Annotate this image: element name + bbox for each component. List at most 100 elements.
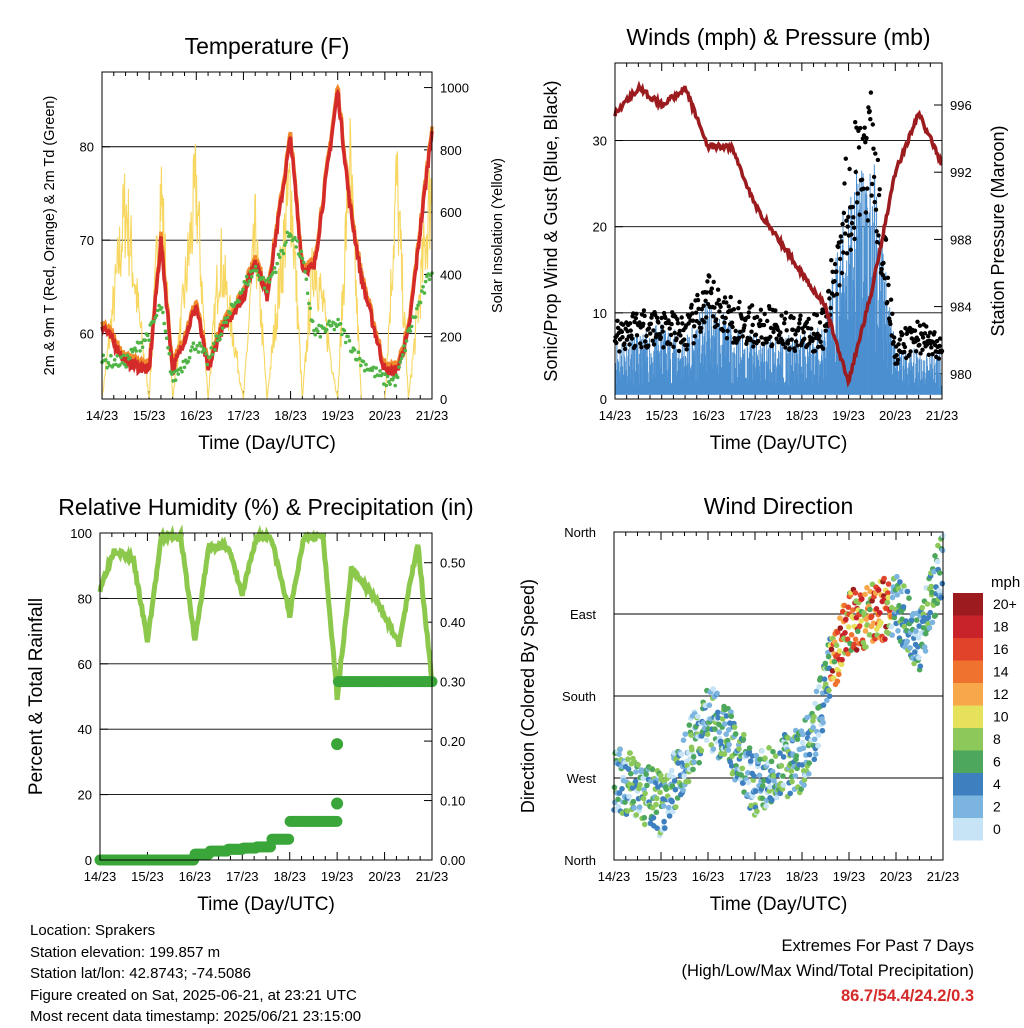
- direction-point: [862, 591, 868, 598]
- gust-point: [849, 232, 854, 237]
- direction-point: [829, 668, 836, 674]
- direction-point: [753, 752, 759, 759]
- gust-point: [854, 200, 860, 205]
- gust-point: [668, 332, 674, 338]
- gust-point: [840, 221, 845, 227]
- direction-point: [928, 583, 935, 590]
- dewpoint-point: [115, 354, 119, 358]
- direction-point: [635, 762, 641, 768]
- direction-point: [690, 754, 697, 760]
- direction-point: [917, 663, 924, 669]
- gust-point: [872, 199, 877, 205]
- y-tick-label: East: [570, 607, 596, 622]
- dewpoint-point: [107, 363, 112, 368]
- direction-point: [852, 636, 859, 643]
- direction-point: [666, 804, 672, 811]
- gust-point: [642, 313, 647, 319]
- y2-tick-label: 600: [440, 205, 462, 220]
- dewpoint-point: [190, 345, 194, 349]
- legend-label: 6: [993, 754, 1001, 770]
- dewpoint-point: [283, 243, 287, 247]
- dewpoint-point: [237, 299, 241, 304]
- direction-point: [813, 751, 819, 757]
- station-info: Location: Sprakers Station elevation: 19…: [30, 920, 361, 1028]
- direction-point: [765, 778, 772, 784]
- dewpoint-point: [272, 266, 277, 270]
- direction-point: [739, 765, 746, 772]
- dewpoint-point: [374, 366, 379, 370]
- gust-point: [810, 338, 815, 343]
- dewpoint-point: [415, 306, 419, 311]
- gust-point: [932, 330, 937, 335]
- direction-point: [836, 648, 843, 654]
- dewpoint-point: [302, 260, 306, 265]
- x-tick-label: 14/23: [86, 408, 119, 423]
- dewpoint-point: [370, 368, 375, 373]
- gust-point: [891, 339, 896, 345]
- x-tick-label: 14/23: [598, 869, 631, 884]
- x-tick-label: 16/23: [692, 408, 725, 423]
- dewpoint-point: [305, 291, 310, 296]
- gust-point: [756, 338, 761, 344]
- direction-point: [741, 731, 747, 738]
- direction-point: [834, 678, 841, 685]
- dewpoint-point: [318, 335, 323, 339]
- direction-point: [680, 737, 687, 743]
- gust-point: [809, 326, 814, 331]
- dewpoint-point: [408, 329, 413, 333]
- direction-point: [686, 722, 693, 728]
- y2-tick-label: 800: [440, 143, 462, 158]
- gust-point: [907, 352, 912, 358]
- direction-point: [806, 751, 813, 758]
- gust-point: [770, 342, 775, 347]
- x-axis-title: Time (Day/UTC): [197, 894, 335, 915]
- direction-point: [690, 766, 696, 773]
- gust-point: [915, 319, 920, 324]
- gust-point: [797, 317, 803, 322]
- gust-point: [768, 334, 773, 340]
- direction-point: [849, 607, 856, 613]
- gust-point: [709, 286, 714, 291]
- direction-point: [906, 595, 912, 601]
- dewpoint-point: [125, 353, 130, 358]
- gust-point: [827, 296, 832, 301]
- x-tick-label: 18/23: [273, 869, 306, 884]
- direction-point: [934, 600, 940, 606]
- legend-label: 4: [993, 776, 1001, 792]
- gust-point: [830, 269, 835, 274]
- gust-point: [749, 303, 755, 308]
- x-tick-label: 14/23: [84, 869, 117, 884]
- gust-point: [843, 231, 848, 236]
- dewpoint-point: [105, 365, 109, 370]
- gust-point: [684, 347, 689, 352]
- direction-point: [766, 745, 772, 751]
- direction-point: [936, 570, 943, 576]
- legend-swatch: [953, 705, 983, 728]
- gust-point: [844, 251, 850, 256]
- gust-point: [828, 305, 833, 311]
- x-tick-label: 17/23: [226, 869, 259, 884]
- gust-point: [841, 210, 847, 216]
- dewpoint-point: [421, 285, 425, 289]
- legend-unit: mph: [991, 574, 1020, 591]
- dewpoint-point: [342, 328, 347, 333]
- extremes-title: Extremes For Past 7 Days: [781, 937, 974, 955]
- legend-label: 2: [993, 799, 1001, 815]
- y2-tick-label: 984: [950, 300, 972, 315]
- direction-point: [678, 751, 685, 757]
- x-tick-label: 15/23: [645, 869, 678, 884]
- gust-point: [869, 193, 874, 198]
- y2-tick-label: 980: [950, 367, 972, 382]
- direction-point: [799, 762, 806, 768]
- gust-point: [867, 109, 872, 114]
- dewpoint-point: [162, 321, 166, 326]
- gust-point: [723, 315, 728, 321]
- direction-point: [844, 636, 851, 642]
- direction-point: [842, 630, 848, 636]
- direction-point: [745, 779, 751, 786]
- direction-point: [907, 645, 913, 651]
- dewpoint-point: [304, 277, 309, 282]
- gust-point: [675, 321, 681, 326]
- direction-point: [763, 803, 769, 809]
- plot-border: [614, 62, 943, 400]
